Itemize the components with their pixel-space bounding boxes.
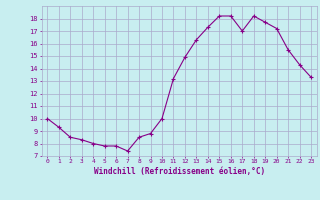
X-axis label: Windchill (Refroidissement éolien,°C): Windchill (Refroidissement éolien,°C) bbox=[94, 167, 265, 176]
